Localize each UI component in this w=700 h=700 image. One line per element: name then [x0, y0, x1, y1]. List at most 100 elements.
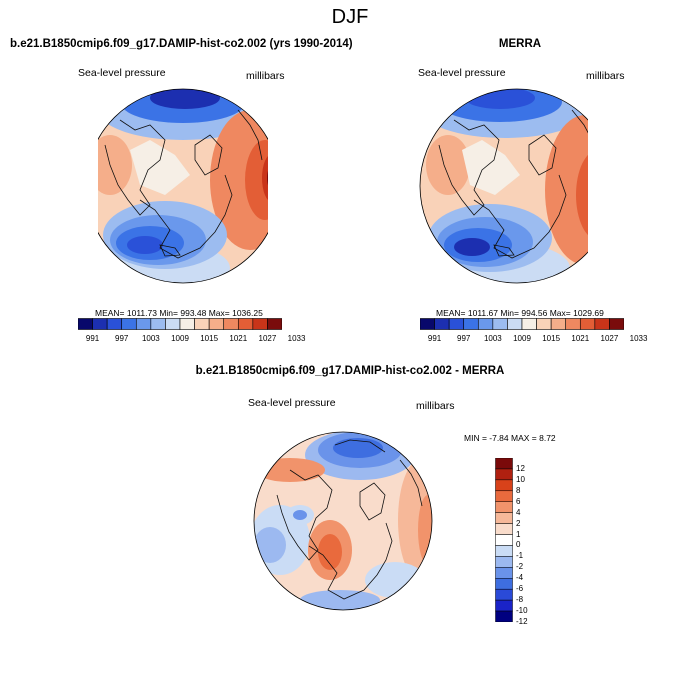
diff-colorbar-tick-label: 1 — [516, 529, 521, 539]
diff-colorbar-swatch — [495, 578, 513, 590]
panel2-colorbar — [420, 318, 624, 330]
diff-field-blob — [254, 527, 286, 563]
figure-title: DJF — [331, 6, 369, 28]
panel2-colorbar-swatch — [609, 318, 624, 330]
diff-colorbar-tick-label: 6 — [516, 496, 521, 506]
diff-colorbar-swatch — [495, 567, 513, 579]
panel1-colorbar-tick-label: 1027 — [258, 334, 277, 343]
diff-colorbar — [495, 458, 513, 622]
panel2-colorbar-ticks: 991 997 1003 1009 1015 1021 1027 1033 — [420, 334, 648, 346]
panel1-colorbar — [78, 318, 282, 330]
panel1-field-blob — [130, 140, 190, 195]
panel2-colorbar-swatch — [463, 318, 479, 330]
diff-coastlines — [276, 439, 423, 600]
panel1-map — [98, 88, 268, 284]
panel1-colorbar-swatch — [208, 318, 225, 330]
panel1-colorbar-swatch — [92, 318, 108, 330]
diff-colorbar-swatch — [495, 479, 513, 492]
panel1-colorbar-swatch — [252, 318, 268, 330]
panel2-colorbar-tick-label: 997 — [457, 334, 471, 343]
diff-field-blob — [333, 438, 383, 458]
panel2-colorbar-swatch — [550, 318, 567, 330]
diff-colorbar-ticks: 12 10 8 6 4 2 1 0 -1 -2 -4 -6 -8 -10 -12 — [516, 458, 556, 626]
panel1-colorbar-swatch — [237, 318, 254, 330]
diff-colorbar-tick-label: -10 — [516, 606, 528, 616]
panel1-colorbar-tick-label: 1021 — [229, 334, 248, 343]
diff-colorbar-tick-label: -2 — [516, 562, 524, 572]
panel2-coastlines — [438, 109, 588, 259]
panel2-colorbar-swatch — [420, 318, 435, 330]
panel1-colorbar-swatch — [194, 318, 210, 330]
diff-field-blob — [293, 510, 307, 520]
diff-colorbar-swatch — [495, 588, 513, 601]
panel2-colorbar-swatch — [448, 318, 465, 330]
diff-colorbar-tick-label: 0 — [516, 540, 521, 550]
diff-colorbar-swatch — [495, 458, 513, 470]
panel2-colorbar-tick-label: 1015 — [542, 334, 561, 343]
panel1-field-blob — [127, 236, 163, 254]
diff-colorbar-swatch — [495, 599, 513, 612]
panel1-colorbar-tick-label: 1015 — [200, 334, 219, 343]
panel2-colorbar-swatch — [536, 318, 552, 330]
panel1-colorbar-swatch — [121, 318, 137, 330]
diff-stats: MIN = -7.84 MAX = 8.72 — [464, 433, 556, 443]
panel1-colorbar-swatch — [267, 318, 282, 330]
diff-colorbar-tick-label: 2 — [516, 518, 521, 528]
panel2-colorbar-swatch — [434, 318, 450, 330]
panel2-colorbar-tick-label: 1009 — [513, 334, 531, 343]
panel1-colorbar-swatch — [150, 318, 166, 330]
panel1-colorbar-swatch — [78, 318, 93, 330]
diff-colorbar-tick-label: 10 — [516, 474, 525, 484]
panel2-colorbar-swatch — [507, 318, 523, 330]
panel2-field-blob — [426, 135, 470, 195]
diff-colorbar-tick-label: -8 — [516, 595, 524, 605]
diff-colorbar-swatch — [495, 490, 513, 502]
panel2-map — [419, 88, 588, 284]
diff-units-label: millibars — [416, 400, 455, 412]
panel1-colorbar-tick-label: 1033 — [287, 334, 306, 343]
panel1-colorbar-tick-label: 997 — [115, 334, 129, 343]
panel1-colorbar-swatch — [165, 318, 181, 330]
diff-field-blob — [300, 590, 380, 610]
panel2-colorbar-tick-label: 1033 — [629, 334, 648, 343]
diff-colorbar-swatch — [495, 545, 513, 557]
panel1-colorbar-swatch — [135, 318, 152, 330]
panel2-colorbar-swatch — [565, 318, 581, 330]
diff-colorbar-tick-label: -4 — [516, 573, 524, 583]
diff-colorbar-swatch — [495, 468, 513, 481]
panel2-colorbar-swatch — [477, 318, 494, 330]
diff-colorbar-swatch — [495, 501, 513, 513]
diff-colorbar-tick-label: -12 — [516, 617, 528, 626]
panel1-stats: MEAN= 1011.73 Min= 993.48 Max= 1036.25 — [95, 308, 263, 318]
diff-map-border — [253, 431, 433, 611]
diff-colorbar-swatch — [495, 512, 513, 524]
diff-colorbar-tick-label: -6 — [516, 584, 524, 594]
diff-colorbar-tick-label: 12 — [516, 463, 525, 473]
panel2-field-blob — [576, 150, 588, 240]
panel2-map-border — [419, 88, 588, 284]
diff-map — [253, 431, 433, 611]
panel1-units-label: millibars — [246, 70, 285, 82]
panel1-colorbar-swatch — [179, 318, 195, 330]
panel1-colorbar-swatch — [106, 318, 123, 330]
panel2-colorbar-tick-label: 1021 — [571, 334, 590, 343]
panel2-colorbar-tick-label: 991 — [427, 334, 442, 343]
diff-colorbar-swatch — [495, 534, 513, 546]
panel1-variable-label: Sea-level pressure — [78, 67, 166, 79]
panel2-variable-label: Sea-level pressure — [418, 67, 506, 79]
panel1-colorbar-swatch — [223, 318, 239, 330]
diff-colorbar-swatch — [495, 523, 513, 535]
panel2-field-blob — [454, 238, 490, 256]
diff-colorbar-tick-label: 8 — [516, 485, 521, 495]
panel1-colorbar-ticks: 991 997 1003 1009 1015 1021 1027 1033 — [78, 334, 306, 346]
panel1-coastlines — [104, 109, 263, 259]
diff-variable-label: Sea-level pressure — [248, 397, 336, 409]
diff-title: b.e21.B1850cmip6.f09_g17.DAMIP-hist-co2.… — [195, 365, 505, 377]
panel2-title: MERRA — [498, 38, 542, 50]
panel2-colorbar-swatch — [521, 318, 537, 330]
panel2-colorbar-swatch — [594, 318, 610, 330]
panel2-colorbar-tick-label: 1027 — [600, 334, 619, 343]
panel2-colorbar-swatch — [492, 318, 508, 330]
panel2-field-blob — [462, 140, 520, 195]
diff-field-blob — [418, 495, 432, 565]
